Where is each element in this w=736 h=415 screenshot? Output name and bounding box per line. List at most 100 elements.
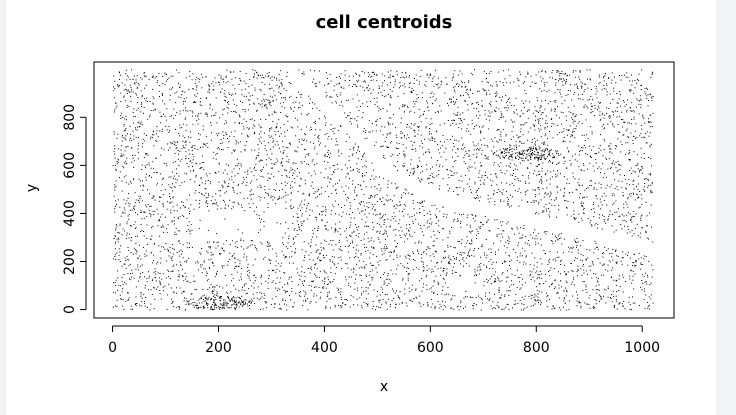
data-point	[452, 270, 453, 272]
data-point	[627, 122, 629, 124]
data-point	[186, 124, 188, 126]
data-point	[143, 106, 145, 108]
data-point	[437, 160, 439, 161]
data-point	[586, 134, 588, 136]
data-point	[503, 308, 505, 310]
data-point	[281, 250, 283, 252]
data-point	[254, 132, 256, 134]
data-point	[171, 88, 173, 90]
data-point	[334, 306, 336, 308]
data-point	[514, 112, 516, 114]
data-point	[352, 296, 354, 298]
data-point	[533, 232, 535, 234]
data-point	[368, 74, 370, 76]
data-point	[494, 109, 495, 111]
data-point	[213, 151, 215, 153]
data-point	[420, 115, 422, 117]
data-point	[522, 247, 524, 249]
data-point	[291, 287, 293, 289]
data-point	[493, 274, 495, 276]
data-point	[142, 189, 144, 191]
data-point	[174, 92, 176, 94]
data-point	[304, 280, 305, 282]
data-point	[240, 238, 242, 240]
data-point	[563, 200, 565, 202]
data-point	[559, 238, 560, 239]
data-point	[603, 177, 604, 179]
data-point	[144, 87, 145, 89]
data-point	[295, 248, 296, 250]
data-point	[294, 182, 296, 184]
data-point	[310, 126, 312, 128]
data-point	[302, 283, 303, 285]
data-point	[481, 144, 483, 146]
data-point	[356, 298, 358, 300]
data-point	[605, 222, 607, 224]
data-point	[406, 305, 408, 307]
data-point	[316, 196, 318, 198]
data-point	[137, 266, 139, 268]
data-point	[121, 305, 123, 307]
data-point	[488, 248, 490, 250]
data-point	[426, 100, 427, 102]
data-point	[162, 290, 164, 292]
data-point	[149, 114, 151, 116]
data-point	[458, 86, 459, 88]
data-point	[535, 194, 537, 195]
data-point	[467, 255, 469, 257]
data-point	[233, 189, 235, 191]
data-point	[603, 149, 605, 151]
data-point	[618, 302, 620, 304]
data-point	[362, 210, 364, 212]
data-point	[330, 282, 332, 284]
data-point	[385, 301, 387, 303]
data-point	[260, 221, 262, 223]
data-point	[436, 175, 438, 177]
data-point	[211, 115, 212, 117]
data-point	[463, 265, 464, 267]
data-point	[526, 110, 528, 112]
data-point	[292, 237, 294, 239]
data-point	[166, 228, 168, 230]
data-point	[119, 171, 121, 173]
data-point	[281, 106, 283, 108]
data-point	[164, 248, 166, 250]
data-point	[580, 307, 582, 309]
data-point	[622, 119, 624, 121]
data-point	[402, 85, 404, 87]
data-point	[522, 134, 524, 136]
data-point	[220, 77, 222, 79]
data-point	[451, 298, 453, 300]
data-point	[512, 307, 513, 309]
data-point	[649, 212, 650, 214]
data-point	[279, 277, 281, 279]
data-point	[534, 229, 536, 231]
data-point	[652, 241, 654, 243]
data-point	[581, 94, 583, 95]
data-point	[289, 206, 291, 208]
data-point	[592, 146, 594, 148]
data-point	[520, 131, 521, 133]
data-point	[621, 263, 623, 265]
data-point	[453, 308, 455, 310]
data-point	[415, 218, 417, 220]
data-point	[574, 260, 575, 261]
data-point	[384, 244, 386, 246]
data-point	[280, 308, 282, 310]
data-point	[468, 150, 470, 152]
data-point	[601, 298, 603, 300]
data-point	[530, 279, 532, 280]
data-point	[140, 121, 142, 123]
data-point	[361, 117, 363, 119]
data-point	[329, 178, 331, 180]
data-point	[451, 307, 453, 309]
data-point	[550, 192, 552, 194]
data-point	[235, 266, 237, 267]
data-point	[140, 211, 142, 213]
data-point	[385, 302, 387, 304]
data-point	[251, 285, 253, 287]
data-point	[598, 83, 600, 85]
data-point	[256, 297, 258, 299]
data-point	[595, 194, 597, 196]
data-point	[246, 259, 248, 261]
